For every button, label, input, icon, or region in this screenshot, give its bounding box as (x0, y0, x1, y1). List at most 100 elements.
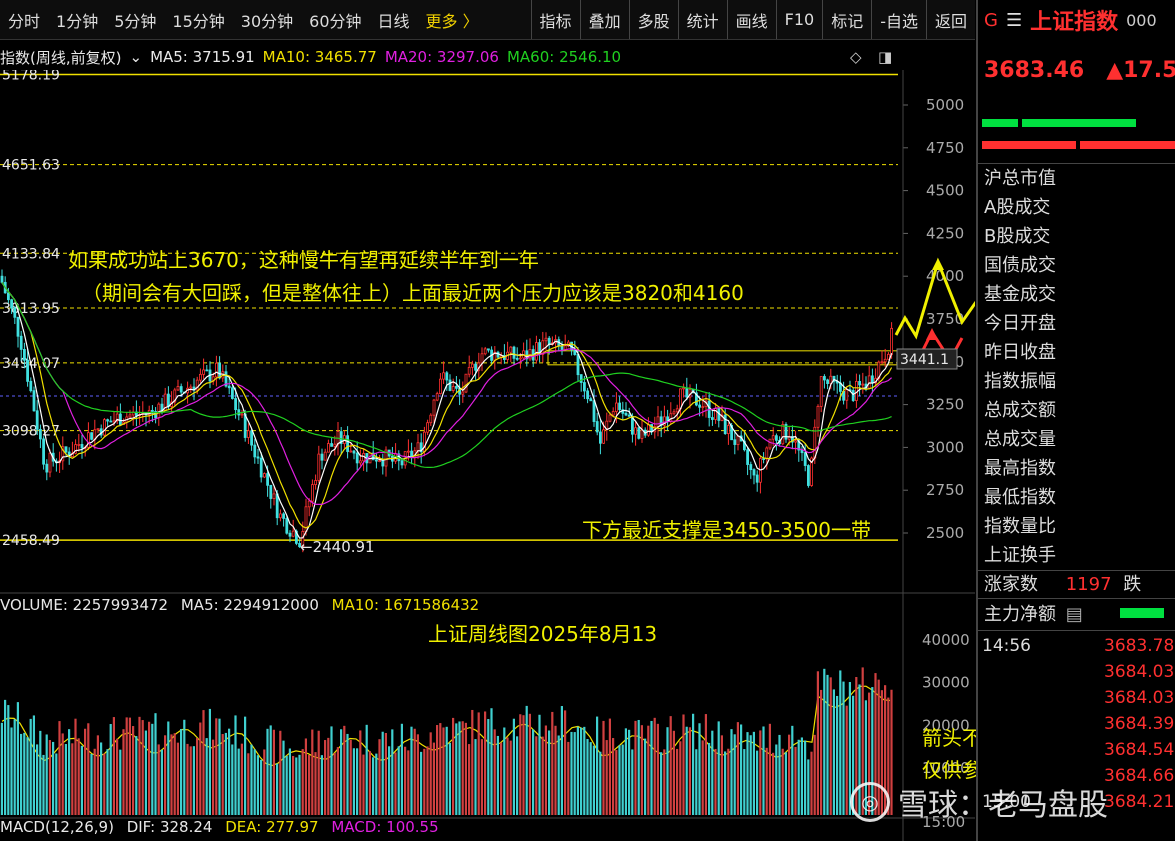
candle-body (589, 398, 593, 402)
tick-row: 3684.66 (1104, 766, 1175, 786)
annotation-line2: （期间会有大回踩，但是整体往上）上面最近两个压力应该是3820和4160 (82, 281, 744, 305)
volume-bar (256, 755, 259, 815)
candle-body (496, 351, 500, 358)
candle-body (438, 378, 442, 395)
menu-icon[interactable]: ☰ (1005, 9, 1023, 31)
tab-daily[interactable]: 日线 (377, 11, 410, 31)
candle-body (294, 530, 298, 544)
volume-bar (176, 742, 179, 815)
volume-bar (317, 730, 320, 815)
volume-bar (125, 717, 128, 815)
diamond-icon[interactable]: ◇ (850, 48, 862, 66)
candle-body (672, 411, 676, 415)
arrow-head (932, 258, 944, 270)
volume-bar (676, 748, 679, 815)
candle-body (474, 363, 478, 371)
volume-bar (381, 731, 384, 815)
tab-1min[interactable]: 1分钟 (56, 11, 99, 31)
volume-bar (813, 734, 816, 815)
candle-body (119, 413, 122, 425)
candle-body (519, 357, 522, 360)
candle-body (22, 349, 26, 361)
candle-body (10, 299, 14, 309)
volume-bar (407, 750, 410, 815)
candle-body (579, 374, 583, 383)
draw-line-button[interactable]: 画线 (726, 0, 776, 39)
overlay-button[interactable]: 叠加 (579, 0, 629, 39)
main-flow-row[interactable]: 主力净额 ▤ (978, 598, 1175, 630)
candlesticks (0, 269, 893, 553)
candle-body (269, 484, 273, 499)
volume-bar (538, 714, 541, 815)
candle-body (214, 362, 218, 378)
statistics-button[interactable]: 统计 (677, 0, 727, 39)
volume-bar (84, 728, 87, 815)
volume-bar (365, 724, 368, 815)
tab-5min[interactable]: 5分钟 (114, 11, 157, 31)
volume-bar (791, 725, 794, 815)
ma-info-line: 指数(周线,前复权) ⌄ MA5: 3715.91 MA10: 3465.77 … (0, 44, 975, 70)
volume-bar (231, 744, 234, 815)
remove-watchlist-button[interactable]: -自选 (871, 0, 926, 39)
volume-bar (551, 711, 554, 815)
volume-bar (64, 744, 67, 815)
volume-bar (637, 719, 640, 815)
volume-bar (570, 731, 573, 815)
tab-30min[interactable]: 30分钟 (240, 11, 294, 31)
price-tag-box (896, 348, 958, 370)
field-b-share-turnover: B股成交 (984, 226, 1051, 247)
candle-body (871, 375, 874, 384)
candle-body (730, 425, 733, 441)
volume-bar (221, 734, 224, 815)
panel-toggle-icon[interactable]: ◨ (878, 48, 893, 66)
candle-body (749, 464, 753, 471)
volume-bar (311, 729, 314, 815)
volume-bar (688, 727, 691, 815)
volume-bar (301, 749, 304, 815)
tab-fenshi[interactable]: 分时 (8, 11, 41, 31)
ma10-value: MA10: 3465.77 (262, 48, 377, 66)
volume-bar (359, 730, 362, 815)
volume-bar (356, 748, 359, 815)
candle-body (227, 385, 231, 389)
multi-stock-button[interactable]: 多股 (628, 0, 678, 39)
candle-body (746, 449, 749, 465)
volume-bar (260, 759, 263, 815)
chart-title: 指数(周线,前复权) (0, 48, 122, 67)
dropdown-icon[interactable]: ⌄ (129, 48, 143, 66)
candle-body (791, 436, 794, 443)
candle-body (858, 381, 861, 386)
field-high: 最高指数 (984, 458, 1056, 479)
volume-bar (509, 740, 512, 815)
volume-bar (269, 725, 272, 815)
indicator-button[interactable]: 指标 (530, 0, 580, 39)
candle-body (103, 419, 106, 436)
volume-bar (122, 729, 125, 815)
volume-bar (144, 730, 147, 815)
ma5-line (1, 282, 893, 539)
tab-60min[interactable]: 60分钟 (309, 11, 362, 31)
back-button[interactable]: 返回 (925, 0, 975, 39)
volume-bar (388, 746, 391, 815)
candle-body (259, 457, 263, 478)
candle-body (669, 413, 673, 422)
volume-bar (589, 742, 592, 815)
volume-bar (173, 733, 176, 815)
mark-button[interactable]: 标记 (822, 0, 871, 39)
tab-15min[interactable]: 15分钟 (172, 11, 225, 31)
volume-bar (253, 749, 256, 815)
volume-bar (400, 723, 403, 815)
volume-bar (580, 727, 583, 815)
volume-bar (151, 723, 154, 815)
volume-bar (228, 728, 231, 815)
list-icon[interactable]: ▤ (1065, 604, 1083, 625)
volume-bar (765, 747, 768, 815)
volume-value: VOLUME: 2257993472 (0, 596, 169, 614)
volume-bar (324, 740, 327, 815)
tab-more[interactable]: 更多 〉 (425, 11, 479, 31)
volume-bar (48, 740, 51, 815)
volume-info: VOLUME: 2257993472 MA5: 2294912000 MA10:… (0, 596, 487, 614)
f10-button[interactable]: F10 (775, 0, 823, 39)
candle-body (887, 353, 890, 360)
volume-bar (20, 733, 23, 815)
